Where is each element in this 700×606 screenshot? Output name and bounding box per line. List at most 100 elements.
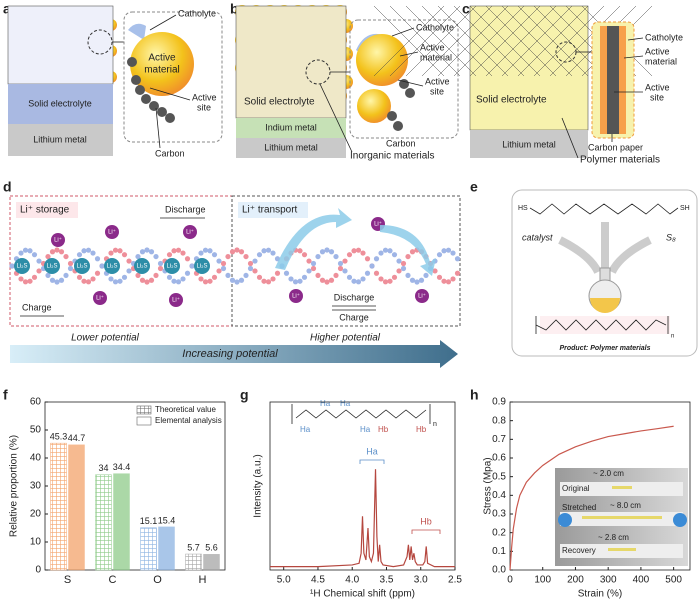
x-tick-label: C bbox=[109, 574, 117, 586]
y-tick-label: 0.4 bbox=[492, 490, 506, 501]
helix-bead bbox=[450, 276, 456, 282]
label: Original bbox=[562, 484, 590, 493]
helix-bead bbox=[400, 260, 407, 267]
label: Li⁺ storage bbox=[20, 205, 70, 216]
panel-label: g bbox=[240, 387, 249, 403]
y-tick-label: 30 bbox=[30, 481, 42, 492]
label: HS bbox=[518, 205, 528, 212]
helix-bead bbox=[153, 253, 159, 260]
label: Solid electrolyte bbox=[244, 97, 315, 108]
y-axis-label: Intensity (a.u.) bbox=[253, 454, 264, 517]
helix-bead bbox=[189, 263, 195, 269]
x-axis-label: ¹H Chemical shift (ppm) bbox=[310, 589, 415, 600]
li2s bbox=[14, 258, 30, 274]
helix-bead bbox=[333, 272, 339, 279]
label: material bbox=[645, 56, 677, 66]
helix-bead bbox=[90, 276, 96, 282]
legend-swatch bbox=[136, 405, 152, 415]
x-tick-label: 3.0 bbox=[414, 575, 428, 586]
legend-swatch bbox=[136, 416, 152, 426]
line bbox=[270, 469, 455, 568]
helix-bead bbox=[396, 268, 402, 274]
label: Active bbox=[420, 42, 445, 52]
helix-bead bbox=[387, 248, 393, 254]
label: ~ 2.8 cm bbox=[598, 533, 629, 542]
label: ~ 2.0 cm bbox=[593, 469, 624, 478]
x-tick-label: 100 bbox=[534, 575, 551, 586]
helix-bead bbox=[54, 247, 60, 253]
x-tick-label: 3.5 bbox=[380, 575, 394, 586]
helix-bead bbox=[229, 277, 236, 283]
li-ion bbox=[169, 293, 183, 307]
glove bbox=[558, 513, 572, 527]
helix-bead bbox=[148, 277, 155, 283]
helix-bead bbox=[180, 276, 186, 282]
li-ion bbox=[93, 291, 107, 305]
helix-bead bbox=[441, 278, 447, 284]
helix-bead bbox=[148, 249, 155, 255]
y-tick-label: 0.0 bbox=[492, 565, 506, 576]
helix-bead bbox=[63, 272, 69, 279]
flow-arrow bbox=[380, 225, 436, 276]
h-labels: Ha Ha Ha Ha bbox=[300, 399, 371, 434]
lithium-layer bbox=[236, 138, 346, 158]
helix-bead bbox=[90, 250, 96, 256]
helix-bead bbox=[387, 278, 393, 284]
zoom-box bbox=[123, 11, 223, 143]
lithium-layer bbox=[8, 124, 113, 156]
helix-bead bbox=[396, 258, 402, 264]
helix-bead bbox=[265, 247, 272, 253]
carbon-paper bbox=[607, 26, 619, 134]
mesh-line bbox=[533, 5, 605, 77]
label: Product: Polymer materials bbox=[559, 345, 650, 352]
helix-bead bbox=[409, 277, 416, 283]
helix-bead bbox=[342, 258, 348, 264]
x-tick-label: 5.0 bbox=[277, 575, 291, 586]
bar bbox=[95, 474, 112, 571]
helix-bead bbox=[378, 276, 384, 282]
x-tick-label: H bbox=[199, 574, 207, 586]
helix-bead bbox=[45, 272, 51, 279]
li2s bbox=[194, 258, 210, 274]
label: Hb bbox=[416, 425, 427, 434]
helix-bead bbox=[112, 247, 119, 253]
y-tick-label: 0 bbox=[35, 565, 41, 576]
mesh-line bbox=[453, 5, 525, 77]
helix-bead bbox=[207, 248, 213, 254]
helix-bead bbox=[270, 250, 276, 256]
pointers bbox=[561, 37, 644, 159]
helix-bead bbox=[337, 265, 344, 272]
helix-bead bbox=[58, 249, 65, 255]
helix-bead bbox=[202, 247, 209, 253]
y-tick-label: 0.9 bbox=[492, 397, 506, 408]
helix-bead bbox=[342, 268, 348, 274]
x-tick-label: S bbox=[64, 574, 71, 586]
helix-bead bbox=[414, 279, 420, 285]
helix-bead bbox=[265, 279, 272, 285]
helix-bead bbox=[180, 250, 186, 256]
li2s bbox=[74, 258, 90, 274]
helix-bead bbox=[261, 248, 267, 254]
label: n bbox=[671, 334, 674, 340]
mesh-line bbox=[485, 5, 557, 77]
pointers bbox=[319, 27, 424, 153]
li2s bbox=[134, 258, 150, 274]
helix-bead bbox=[382, 279, 389, 285]
helix-bead bbox=[175, 247, 182, 253]
active-material bbox=[130, 32, 194, 96]
label: Catholyte bbox=[416, 22, 454, 32]
y-tick-label: 60 bbox=[30, 397, 42, 408]
value-label: 45.3 bbox=[50, 432, 68, 442]
helix-bead bbox=[81, 248, 87, 254]
helix-bead bbox=[441, 248, 447, 254]
helix-bead bbox=[360, 250, 366, 256]
helix-bead bbox=[261, 278, 267, 284]
value-label: 15.1 bbox=[140, 516, 158, 526]
glove bbox=[673, 513, 687, 527]
helix-bead bbox=[319, 249, 326, 255]
x-tick-label: 400 bbox=[633, 575, 650, 586]
bar bbox=[185, 553, 202, 571]
helix-bead bbox=[432, 268, 438, 274]
x-tick-label: 4.0 bbox=[345, 575, 359, 586]
